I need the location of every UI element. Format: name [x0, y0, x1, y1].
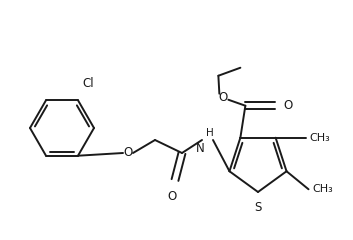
Text: H: H — [206, 128, 214, 138]
Text: N: N — [196, 142, 205, 155]
Text: S: S — [254, 201, 262, 214]
Text: CH₃: CH₃ — [312, 184, 333, 194]
Text: O: O — [283, 99, 293, 112]
Text: Cl: Cl — [82, 77, 94, 90]
Text: O: O — [219, 91, 228, 104]
Text: O: O — [167, 190, 176, 203]
Text: CH₃: CH₃ — [310, 133, 330, 143]
Text: O: O — [124, 146, 133, 160]
